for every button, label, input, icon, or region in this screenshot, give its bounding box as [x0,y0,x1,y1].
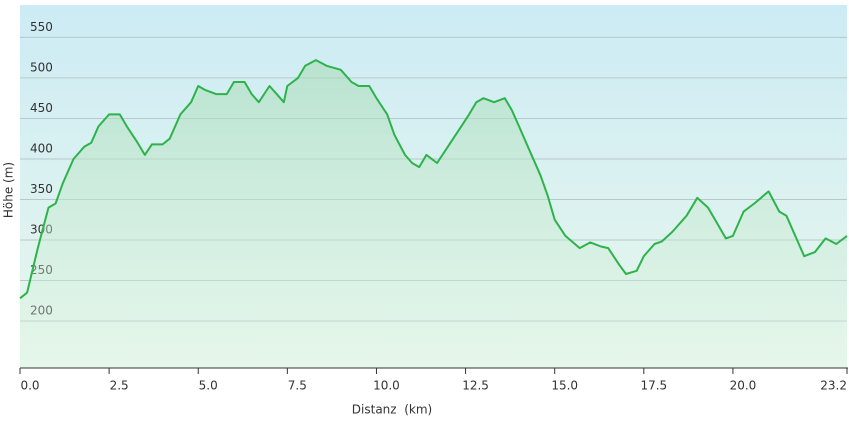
y-tick-label: 450 [30,101,53,115]
x-tick-label: 2.5 [110,379,129,393]
x-axis-title: Distanz (km) [352,403,432,417]
x-tick-label: 10.0 [373,379,400,393]
x-tick-label: 0.0 [20,379,39,393]
y-tick-label: 400 [30,141,53,155]
y-axis-title: Höhe (m) [2,162,16,218]
x-tick-label: 5.0 [199,379,218,393]
x-tick-label: 20.0 [730,379,757,393]
x-tick-label: 12.5 [462,379,489,393]
x-tick-label: 15.0 [551,379,578,393]
y-tick-label: 500 [30,60,53,74]
x-tick-label: 7.5 [288,379,307,393]
line [19,59,848,300]
x-tick-label: 23.2 [820,379,847,393]
y-tick-label: 550 [30,20,53,34]
area [20,60,847,368]
x-tick-label: 17.5 [640,379,667,393]
y-tick-label: 350 [30,182,53,196]
